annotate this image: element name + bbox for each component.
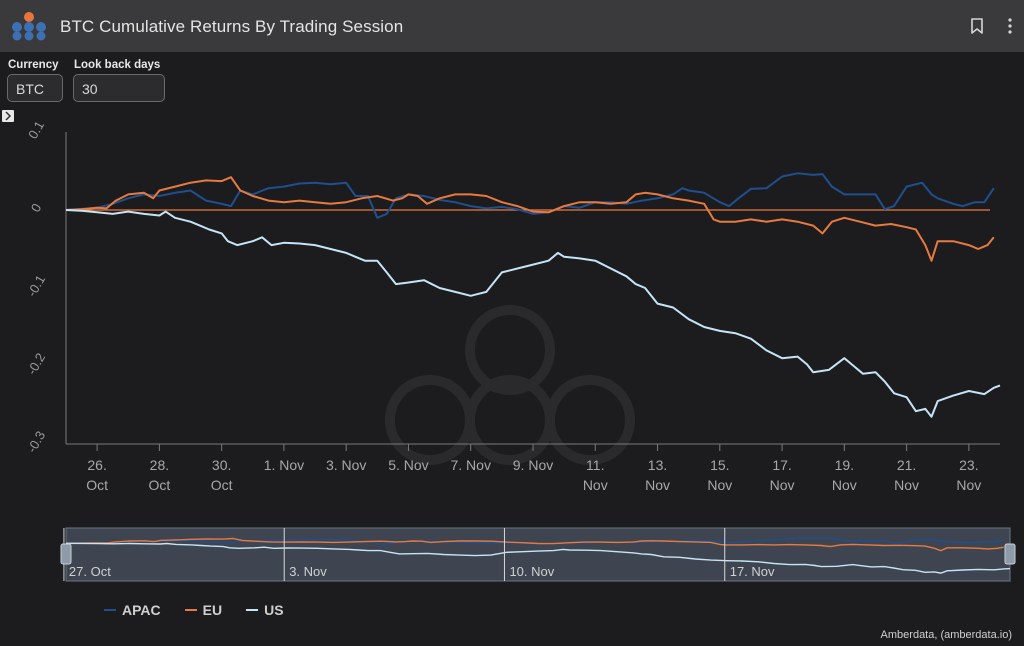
x-tick-label: Oct: [149, 477, 171, 493]
x-tick-label: Oct: [86, 477, 108, 493]
lookback-label: Look back days: [74, 59, 161, 71]
navigator-label: 3. Nov: [289, 564, 327, 579]
x-tick-label: 30.: [212, 457, 231, 473]
x-tick-label: 19.: [835, 457, 854, 473]
amberdata-logo-icon: [12, 12, 46, 41]
x-tick-label: 26.: [87, 457, 106, 473]
x-tick-label: Nov: [956, 477, 981, 493]
x-tick-label: Nov: [707, 477, 732, 493]
x-tick-label: 13.: [648, 457, 667, 473]
currency-label: Currency: [8, 59, 59, 71]
chart-legend: APAC EU US: [104, 602, 284, 618]
x-tick-label: 23.: [959, 457, 978, 473]
y-tick-label: -0.1: [24, 272, 48, 299]
series-line-eu[interactable]: [65, 176, 995, 262]
x-tick-label: 1. Nov: [264, 457, 304, 473]
x-tick-label: Oct: [211, 477, 233, 493]
expand-chevron-icon[interactable]: [2, 110, 14, 122]
legend-item-eu[interactable]: EU: [184, 602, 223, 618]
legend-swatch: [184, 609, 197, 611]
navigator-series-us: [65, 542, 1011, 574]
x-tick-label: Nov: [894, 477, 919, 493]
navigator-label: 10. Nov: [509, 564, 554, 579]
navigator-left-handle[interactable]: [60, 543, 72, 565]
legend-label: APAC: [122, 602, 161, 618]
legend-swatch: [104, 609, 116, 611]
currency-input[interactable]: BTC: [7, 74, 63, 102]
legend-label: EU: [202, 602, 223, 618]
legend-item-apac[interactable]: APAC: [104, 602, 161, 618]
x-tick-label: 17.: [772, 457, 791, 473]
x-tick-label: Nov: [645, 477, 670, 493]
x-tick-label: 11.: [586, 457, 604, 473]
x-tick-label: 9. Nov: [513, 457, 553, 473]
navigator-label: 17. Nov: [730, 564, 775, 579]
chart-credit[interactable]: Amberdata, (amberdata.io): [880, 629, 1012, 641]
navigator-right-handle[interactable]: [1004, 543, 1016, 565]
legend-swatch: [246, 609, 259, 611]
y-tick-label: -0.2: [24, 350, 48, 377]
x-tick-label: Nov: [832, 477, 857, 493]
x-tick-label: 3. Nov: [326, 457, 366, 473]
returns-chart: 0.1 0 -0.1 -0.2 -0.3 26. Oct 28. Oct 30. Oct 1. Nov…: [24, 120, 1016, 582]
x-tick-label: 7. Nov: [450, 457, 490, 473]
y-tick-label: -0.3: [24, 428, 48, 455]
y-tick-label: 0: [28, 201, 45, 215]
series-line-us[interactable]: [65, 209, 1001, 418]
x-tick-label: 5. Nov: [388, 457, 428, 473]
more-options-icon[interactable]: [1000, 16, 1020, 36]
navigator-series-eu: [65, 537, 1004, 552]
bookmark-icon[interactable]: [967, 16, 987, 36]
navigator-label: 27. Oct: [69, 564, 111, 579]
widget-title: BTC Cumulative Returns By Trading Sessio…: [60, 17, 404, 36]
x-tick-label: Nov: [770, 477, 795, 493]
legend-label: US: [264, 602, 284, 618]
lookback-input[interactable]: 30: [73, 74, 165, 102]
legend-item-us[interactable]: US: [246, 602, 284, 618]
x-tick-label: 28.: [150, 457, 169, 473]
x-tick-label: 21.: [897, 457, 916, 473]
y-tick-label: 0.1: [25, 120, 47, 141]
x-tick-label: 15.: [710, 457, 729, 473]
amberdata-watermark: [385, 305, 635, 465]
range-navigator[interactable]: 27. Oct 3. Nov 10. Nov 17. Nov: [60, 527, 1016, 582]
widget-header: BTC Cumulative Returns By Trading Sessio…: [0, 0, 1024, 52]
x-tick-label: Nov: [583, 477, 608, 493]
